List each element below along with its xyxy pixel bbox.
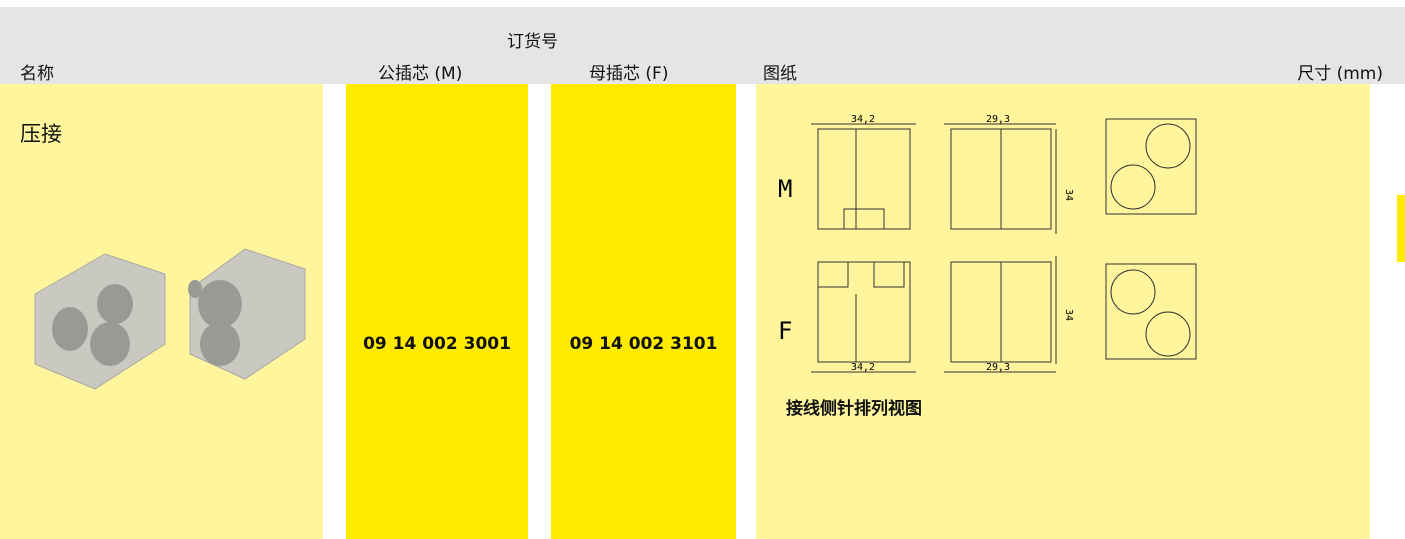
column-header: 公插芯 (M) [378,64,463,84]
dimension: 34 [1063,189,1074,201]
name-cell: 压接 [0,84,323,539]
column-header: 尺寸 (mm) [1297,64,1383,84]
drawing-cell: M F 34,2 29,3 34 34 34,2 29,3 接线侧针排列视图 [756,84,1370,539]
dimension: 34,2 [851,362,875,373]
column-header: 图纸 [763,64,797,84]
drawing-caption: 接线侧针排列视图 [786,399,922,419]
technical-drawing: M F 34,2 29,3 34 34 34,2 29,3 [778,114,1197,373]
row-name: 压接 [20,122,62,146]
dimension: 34,2 [851,114,875,125]
side-marker [1397,195,1405,262]
female-cell: 09 14 002 3101 [551,84,736,539]
column-header: 名称 [20,64,54,84]
group-label: 订货号 [507,32,558,52]
column-header: 母插芯 (F) [589,64,669,84]
product-image [34,248,306,390]
part-number: 09 14 002 3001 [363,334,511,354]
dimension: 34 [1063,309,1074,321]
part-number: 09 14 002 3101 [569,334,718,354]
dimension: 29,3 [986,362,1010,373]
female-label: F [778,317,792,345]
table-header: 订货号 名称 公插芯 (M) 母插芯 (F) 图纸 尺寸 (mm) [0,7,1405,84]
male-cell: 09 14 002 3001 [346,84,528,539]
male-label: M [778,175,792,203]
dimension: 29,3 [986,114,1010,125]
